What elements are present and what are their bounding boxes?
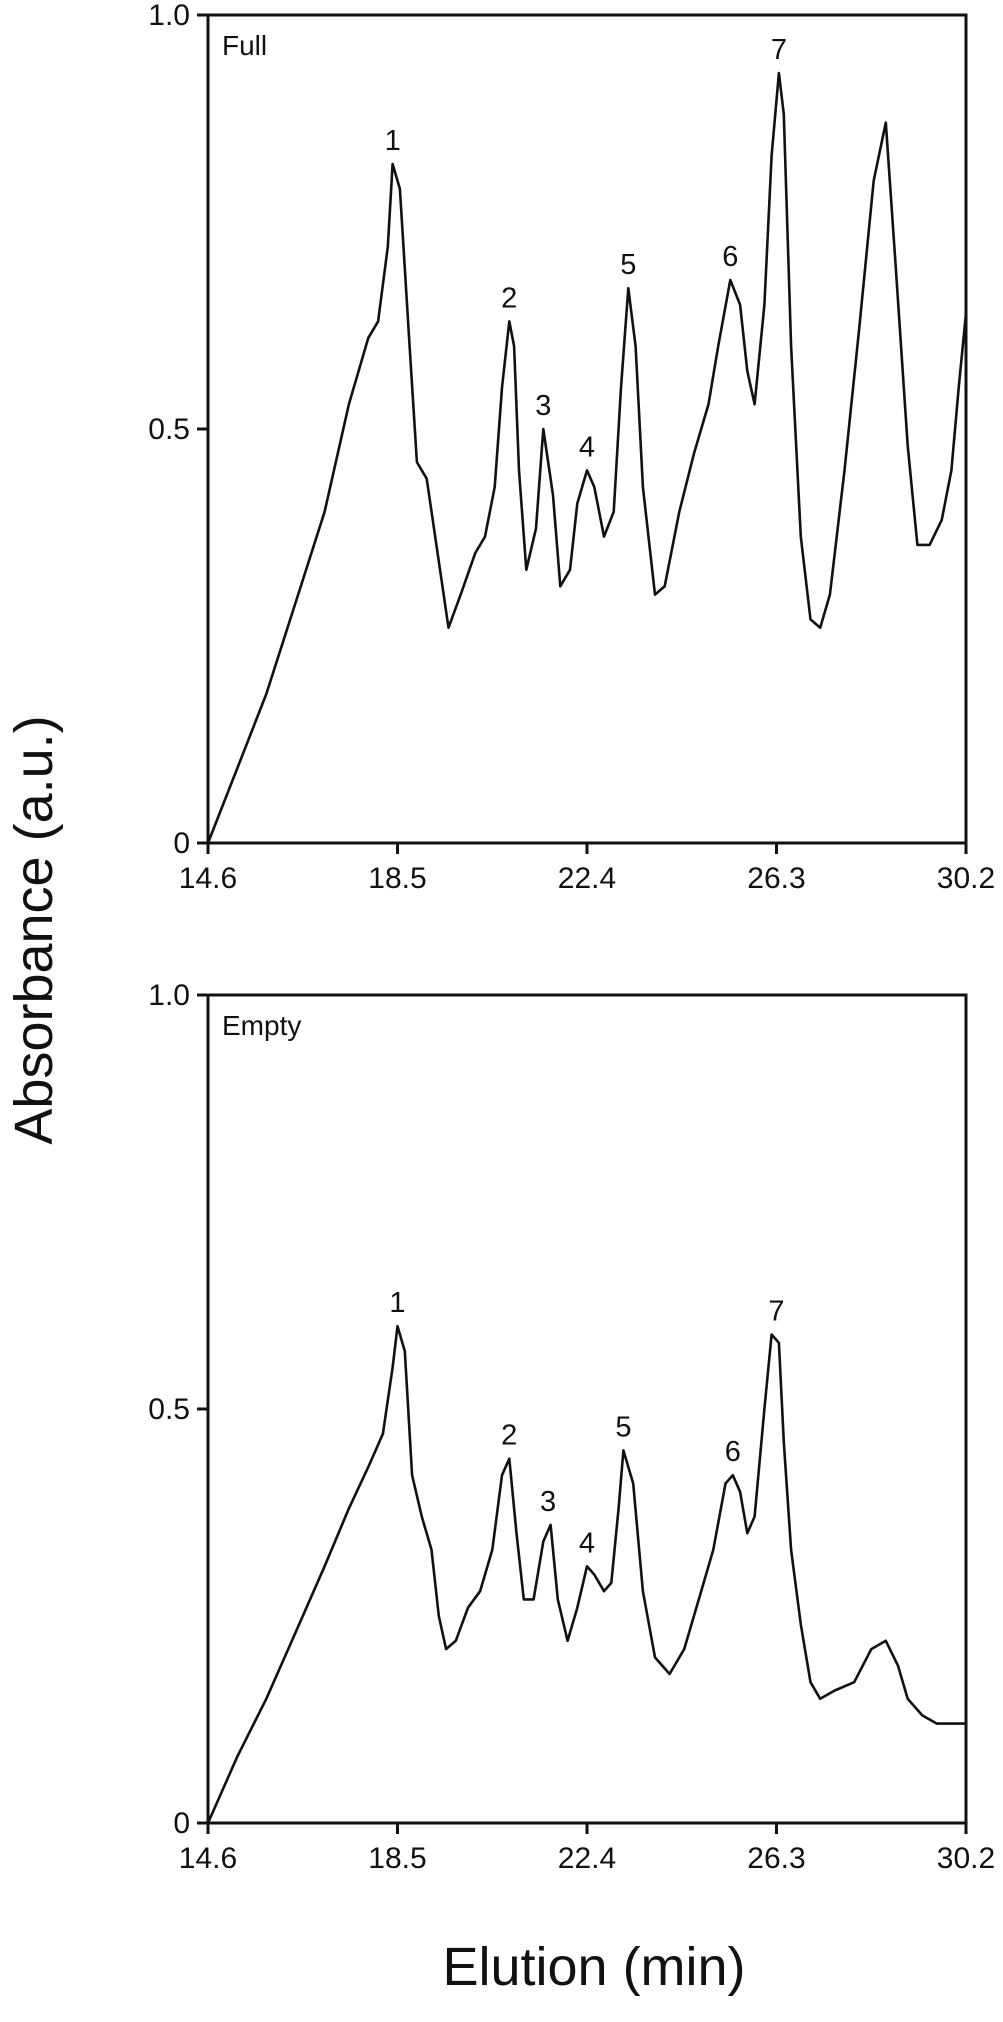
x-tick-label: 14.6 — [179, 1842, 237, 1875]
y-tick-label: 0 — [173, 1807, 190, 1840]
chart-panel-full: 14.6 18.5 22.4 26.3 30.2 0 0.5 1.0 Full 1 2 34 5 6 7 — [148, 0, 995, 895]
y-tick-label: 1.0 — [148, 979, 190, 1012]
plot-frame — [206, 993, 968, 1825]
peak-label-5: 5 — [615, 1411, 631, 1443]
peak-label-2: 2 — [501, 1420, 517, 1452]
peak-label-4: 4 — [579, 431, 595, 463]
y-tick-label: 0.5 — [148, 1393, 190, 1426]
peak-label-3: 3 — [535, 390, 551, 422]
y-tick-label: 0 — [173, 827, 190, 860]
x-tick-label: 22.4 — [558, 862, 616, 895]
peak-label-1: 1 — [385, 125, 401, 157]
peak-label-3: 3 — [540, 1486, 556, 1518]
peak-label-2: 2 — [501, 282, 517, 314]
peak-label-6: 6 — [725, 1436, 741, 1468]
x-tick-label: 14.6 — [179, 862, 237, 895]
peak-label-4: 4 — [579, 1527, 595, 1559]
peak-label-5: 5 — [620, 249, 636, 281]
y-tick-label: 0.5 — [148, 413, 190, 446]
chart-panel-empty: 14.6 18.5 22.4 26.3 30.2 0 0.5 1.0 Empty 1 2 34 5 6 7 — [148, 979, 995, 1875]
series-line — [206, 71, 968, 845]
x-tick-label: 18.5 — [368, 862, 426, 895]
x-tick-label: 26.3 — [747, 862, 805, 895]
series-line — [206, 1324, 968, 1825]
peak-label-7: 7 — [771, 34, 787, 66]
peak-label-6: 6 — [722, 241, 738, 273]
plot-frame — [206, 13, 968, 845]
x-tick-label: 22.4 — [558, 1842, 616, 1875]
x-axis-title: Elution (min) — [442, 1937, 745, 1997]
panel-label: Full — [222, 30, 267, 61]
peak-label-7: 7 — [768, 1295, 784, 1327]
x-tick-label: 18.5 — [368, 1842, 426, 1875]
panel-label: Empty — [222, 1010, 301, 1041]
peak-label-1: 1 — [389, 1287, 405, 1319]
x-tick-label: 30.2 — [937, 1842, 995, 1875]
y-axis-title: Absorbance (a.u.) — [4, 715, 64, 1144]
x-tick-label: 30.2 — [937, 862, 995, 895]
y-tick-label: 1.0 — [148, 0, 190, 32]
x-tick-label: 26.3 — [747, 1842, 805, 1875]
